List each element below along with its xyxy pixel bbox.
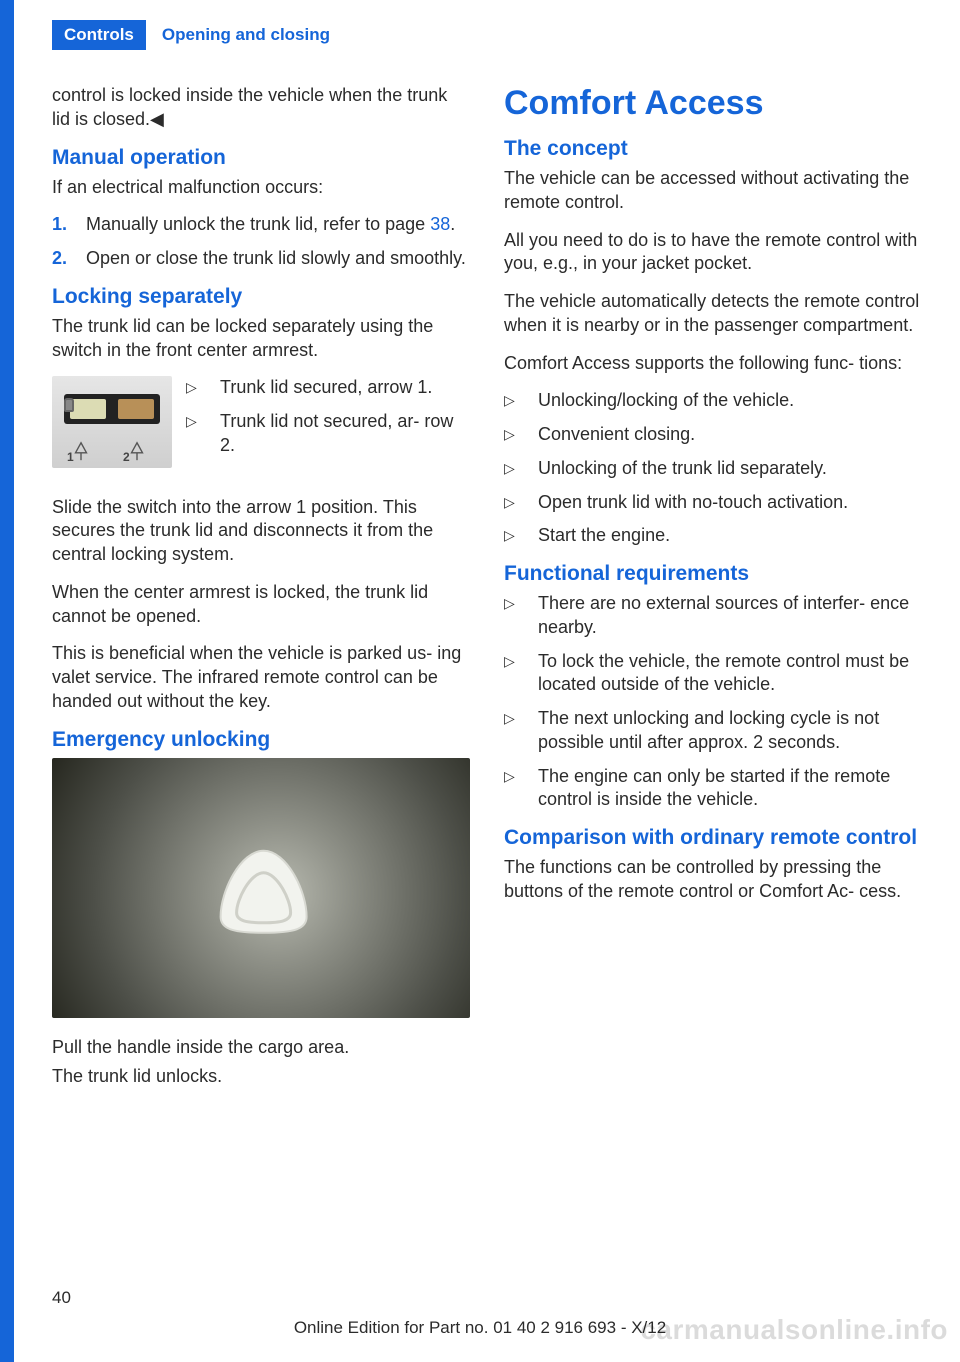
concept-p2: All you need to do is to have the remote… [504,229,922,277]
step-number: 2. [52,247,67,271]
step-number: 1. [52,213,67,237]
concept-p3: The vehicle automatically detects the re… [504,290,922,338]
manual-operation-intro: If an electrical malfunction occurs: [52,176,470,200]
list-item: Trunk lid secured, arrow 1. [186,376,470,400]
list-item: The next unlocking and locking cycle is … [504,707,922,755]
switch-illustration-block: 1 2 Trunk lid secured, arrow 1. Trunk li… [52,376,470,481]
locking-separately-heading: Locking separately [52,285,470,309]
list-item: Trunk lid not secured, ar‐ row 2. [186,410,470,458]
emergency-p1: Pull the handle inside the cargo area. [52,1036,470,1060]
switch-items-list: Trunk lid secured, arrow 1. Trunk lid no… [186,376,470,467]
locking-p3: This is beneficial when the vehicle is p… [52,642,470,713]
page-container: Controls Opening and closing control is … [0,0,960,1362]
functional-requirements-list: There are no external sources of interfe… [504,592,922,812]
comparison-heading: Comparison with ordinary remote control [504,826,922,850]
emergency-release-illustration [52,758,470,1018]
release-handle-icon [199,832,329,952]
step-text: Manually unlock the trunk lid, refer to … [86,214,430,234]
right-column: Comfort Access The concept The vehicle c… [504,84,922,1103]
list-item: There are no external sources of interfe… [504,592,922,640]
left-column: control is locked inside the vehicle whe… [52,84,470,1103]
locking-separately-intro: The trunk lid can be locked separately u… [52,315,470,363]
emergency-unlocking-heading: Emergency unlocking [52,728,470,752]
page-header: Controls Opening and closing [52,20,922,50]
intro-paragraph: control is locked inside the vehicle whe… [52,84,470,132]
concept-p4: Comfort Access supports the following fu… [504,352,922,376]
step-text-tail: . [450,214,455,234]
concept-p1: The vehicle can be accessed without acti… [504,167,922,215]
list-item: Start the engine. [504,524,922,548]
list-item: The engine can only be started if the re… [504,765,922,813]
comfort-access-heading: Comfort Access [504,84,922,123]
the-concept-heading: The concept [504,137,922,161]
page-number: 40 [52,1288,71,1308]
list-item: To lock the vehicle, the remote control … [504,650,922,698]
concept-functions-list: Unlocking/locking of the vehicle. Conven… [504,389,922,548]
step-text: Open or close the trunk lid slowly and s… [86,248,466,268]
list-item: Unlocking of the trunk lid separately. [504,457,922,481]
manual-operation-heading: Manual operation [52,146,470,170]
content-columns: control is locked inside the vehicle whe… [52,84,922,1103]
manual-steps-list: 1. Manually unlock the trunk lid, refer … [52,213,470,271]
header-controls-tab: Controls [52,20,146,50]
locking-p1: Slide the switch into the arrow 1 positi… [52,496,470,567]
watermark-text: carmanualsonline.info [640,1314,948,1346]
page-link[interactable]: 38 [430,214,450,234]
list-item: 1. Manually unlock the trunk lid, refer … [52,213,470,237]
switch-illustration: 1 2 [52,376,172,468]
functional-requirements-heading: Functional requirements [504,562,922,586]
list-item: Unlocking/locking of the vehicle. [504,389,922,413]
header-section-title: Opening and closing [146,20,330,50]
list-item: Open trunk lid with no-touch activation. [504,491,922,515]
emergency-p2: The trunk lid unlocks. [52,1065,470,1089]
comparison-p: The functions can be controlled by press… [504,856,922,904]
locking-p2: When the center armrest is locked, the t… [52,581,470,629]
list-item: Convenient closing. [504,423,922,447]
list-item: 2. Open or close the trunk lid slowly an… [52,247,470,271]
